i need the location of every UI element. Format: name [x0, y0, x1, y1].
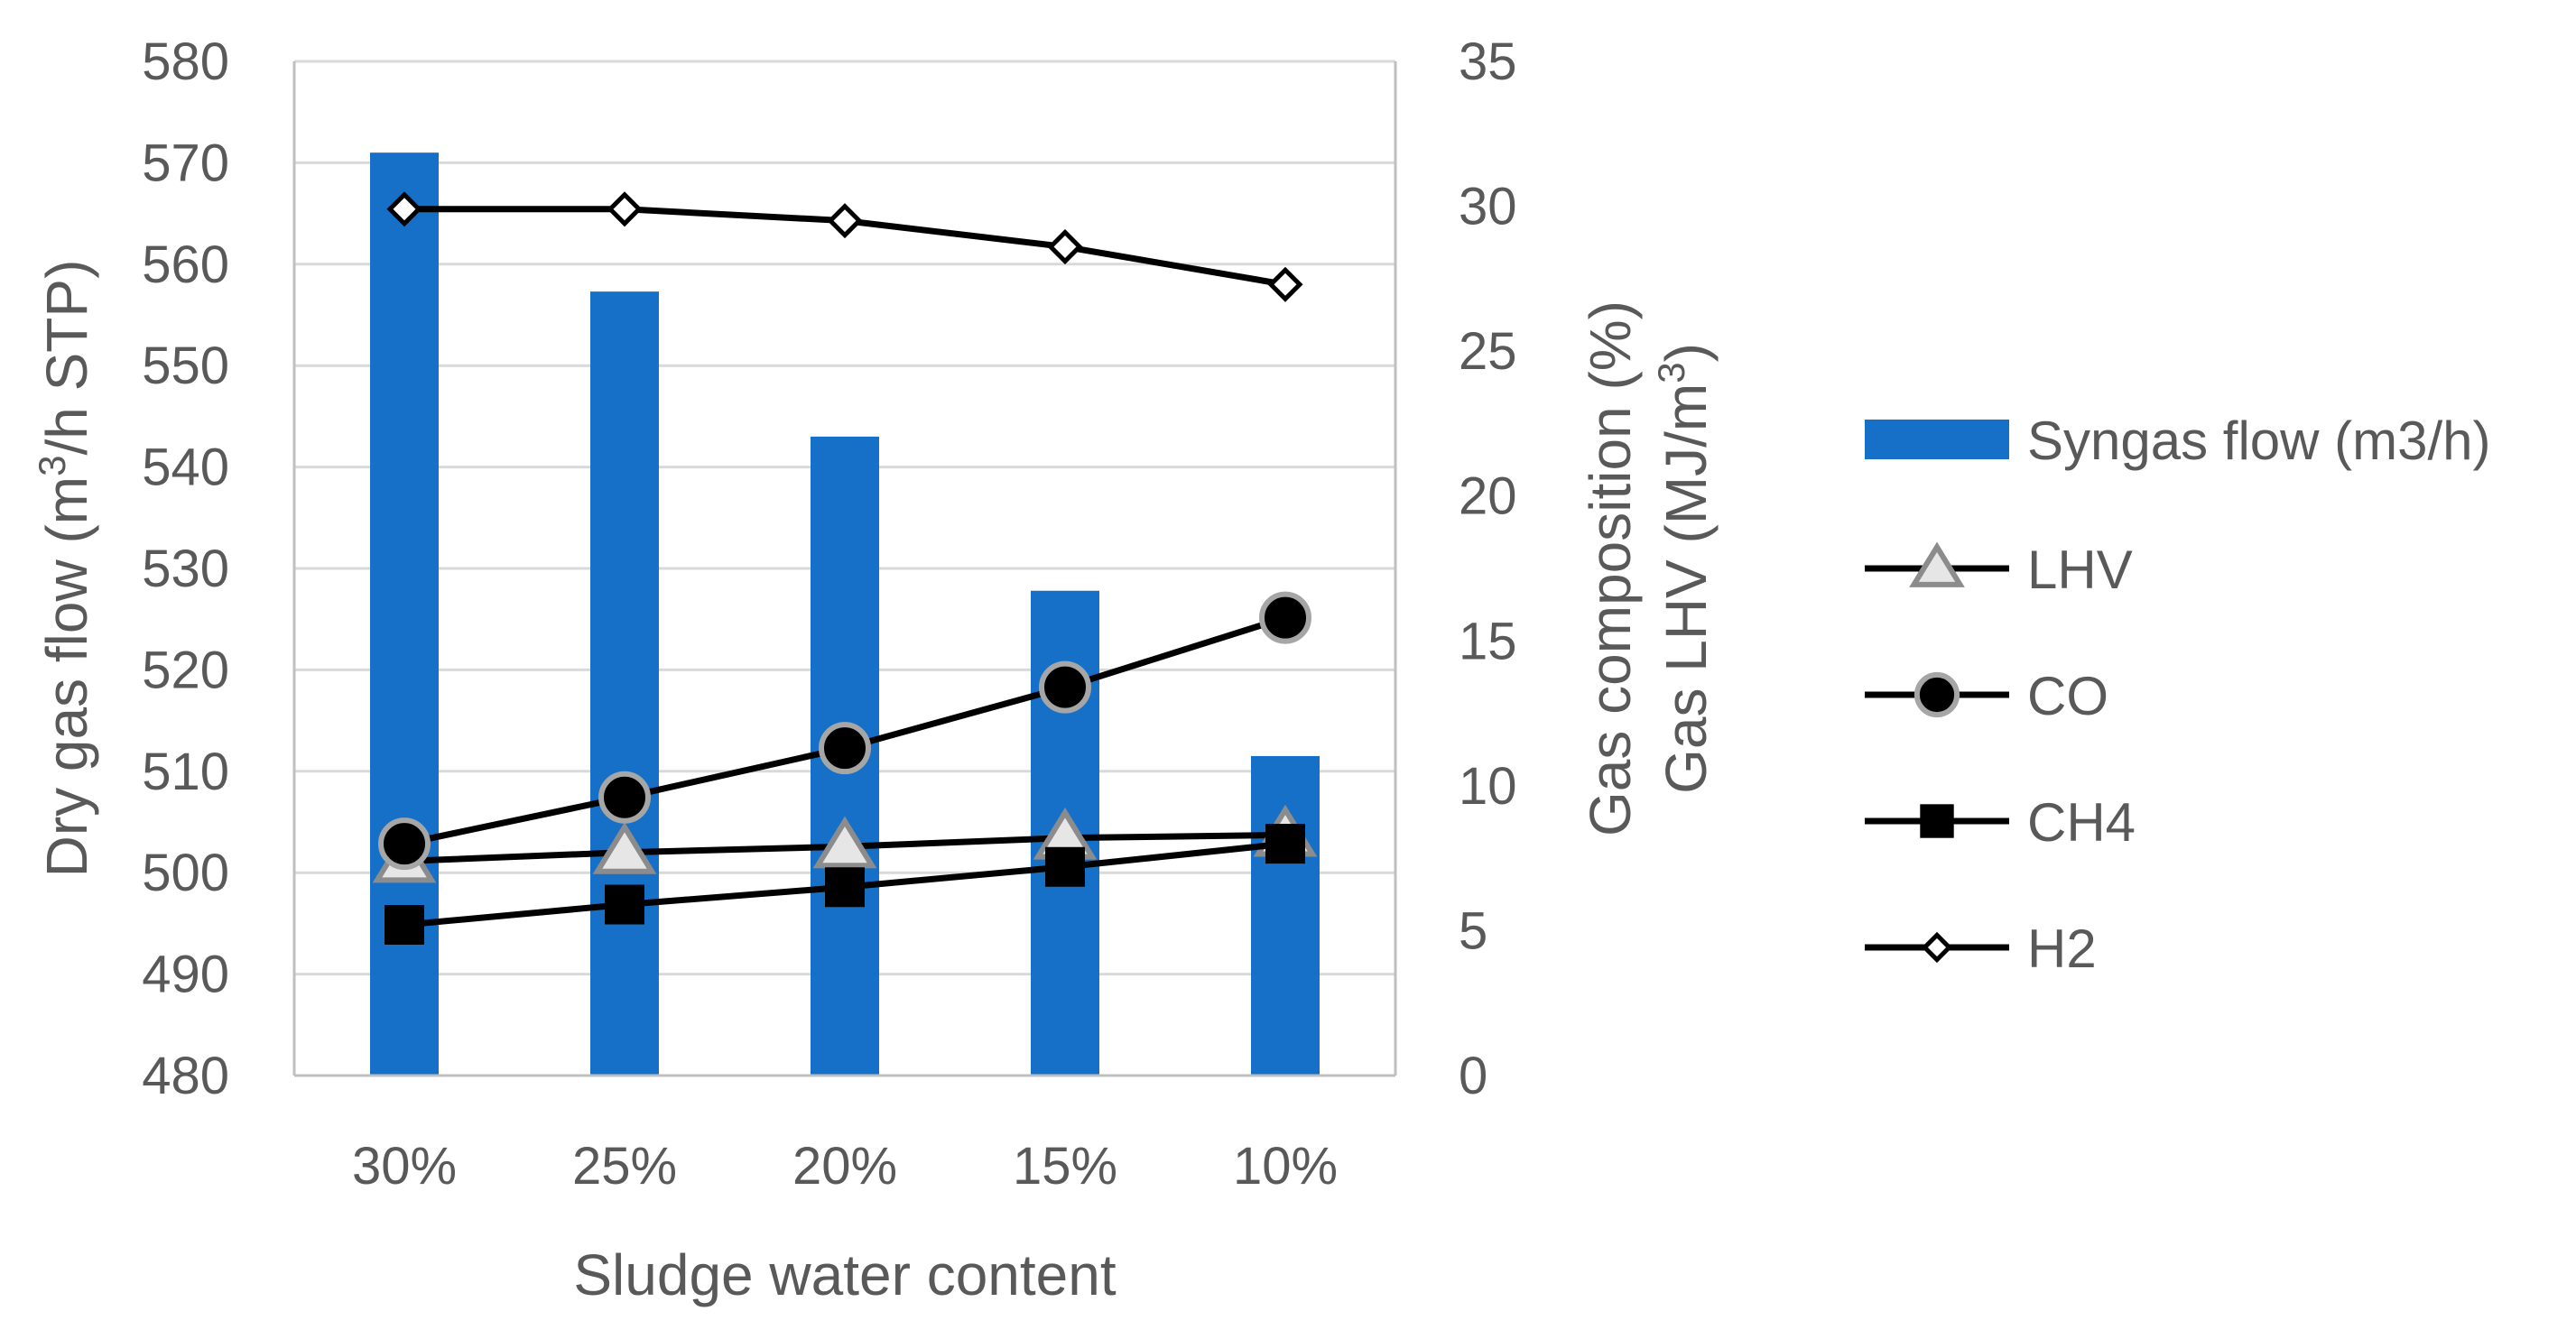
legend-label: LHV: [2027, 540, 2133, 600]
x-tick-label: 30%: [352, 1137, 457, 1196]
right-tick-label: 30: [1459, 178, 1517, 236]
ch4-marker: [1045, 846, 1085, 887]
co-marker: [598, 771, 651, 824]
right-tick-label: 5: [1459, 901, 1487, 960]
co-marker: [378, 817, 431, 871]
h2-marker: [607, 191, 643, 227]
right-axis-title-line1: Gas composition (%): [1578, 300, 1643, 836]
x-tick-label: 25%: [572, 1137, 677, 1196]
ch4-marker: [825, 867, 865, 908]
left-tick-labels: 480 490 500 510 520 530 540 550 560 570 580: [142, 32, 229, 1105]
legend-label: CH4: [2027, 792, 2136, 853]
ch4-marker: [605, 884, 644, 925]
left-tick-label: 520: [142, 641, 229, 699]
bar: [590, 291, 659, 1076]
legend-swatch-bars: [1865, 420, 2009, 459]
ch4-marker: [1920, 804, 1954, 838]
h2-marker: [1047, 228, 1083, 265]
right-tick-label: 15: [1459, 612, 1517, 670]
left-tick-label: 570: [142, 134, 229, 192]
left-tick-label: 480: [142, 1047, 229, 1105]
left-tick-label: 550: [142, 337, 229, 395]
left-tick-label: 530: [142, 540, 229, 598]
h2-marker: [1921, 931, 1953, 964]
right-tick-labels: 0 5 10 15 20 25 30 35: [1459, 32, 1517, 1105]
right-axis-title-line2: Gas LHV (MJ/m3): [1650, 343, 1719, 794]
bar: [1251, 755, 1320, 1076]
axes: [292, 61, 1397, 1077]
left-tick-label: 580: [142, 32, 229, 91]
left-axis-title: Dry gas flow (m3/h STP): [31, 260, 99, 878]
right-tick-label: 10: [1459, 757, 1517, 816]
ch4-marker: [1265, 824, 1305, 864]
x-tick-label: 15%: [1013, 1137, 1117, 1196]
left-tick-label: 560: [142, 235, 229, 294]
x-tick-labels: 30% 25% 20% 15% 10%: [352, 1137, 1338, 1196]
co-marker: [819, 722, 871, 775]
co-marker: [1913, 671, 1960, 718]
series-lines: [372, 191, 1318, 946]
legend-label: H2: [2027, 919, 2097, 979]
right-tick-label: 20: [1459, 467, 1517, 526]
ch4-marker: [385, 905, 424, 946]
lhv-marker: [812, 816, 877, 869]
legend-label: Syngas flow (m3/h): [2027, 411, 2491, 471]
right-tick-label: 25: [1459, 322, 1517, 381]
x-tick-label: 20%: [792, 1137, 897, 1196]
lhv-marker: [1909, 541, 1965, 587]
h2-marker: [827, 203, 863, 239]
legend-label: CO: [2027, 666, 2108, 726]
left-tick-label: 510: [142, 743, 229, 801]
right-tick-label: 0: [1459, 1047, 1487, 1105]
left-tick-label: 490: [142, 946, 229, 1004]
right-tick-label: 35: [1459, 32, 1517, 91]
h2-marker: [1267, 266, 1303, 302]
co-marker: [1039, 660, 1091, 714]
x-axis-title: Sludge water content: [573, 1242, 1117, 1307]
h2-marker: [386, 191, 422, 227]
left-tick-label: 500: [142, 844, 229, 902]
left-tick-label: 540: [142, 439, 229, 497]
bars: [370, 152, 1320, 1076]
x-tick-label: 10%: [1233, 1137, 1338, 1196]
legend: Syngas flow (m3/h) LHV CO CH4 H2: [1865, 411, 2491, 979]
co-marker: [1259, 591, 1311, 644]
lhv-marker: [592, 821, 657, 874]
